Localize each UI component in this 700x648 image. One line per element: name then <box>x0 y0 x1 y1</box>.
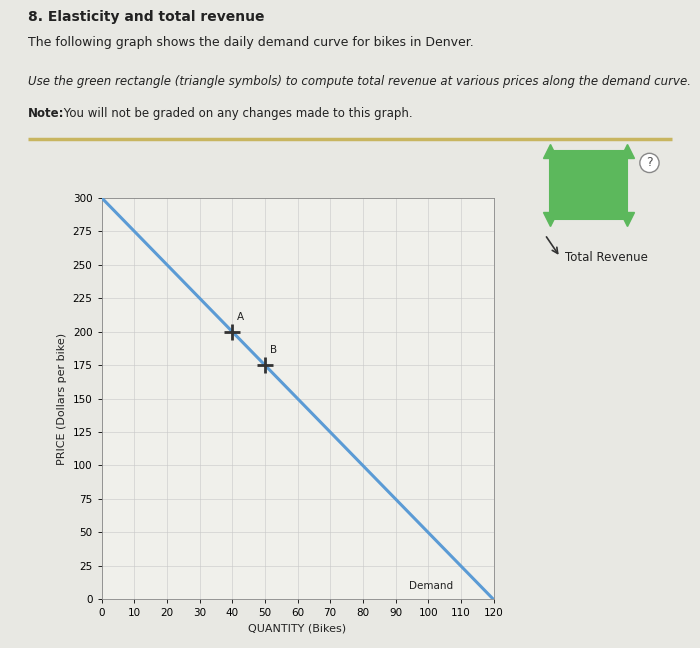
Text: Use the green rectangle (triangle symbols) to compute total revenue at various p: Use the green rectangle (triangle symbol… <box>28 75 691 87</box>
Text: B: B <box>270 345 277 355</box>
Bar <box>550 151 626 219</box>
Y-axis label: PRICE (Dollars per bike): PRICE (Dollars per bike) <box>57 332 67 465</box>
Text: 8. Elasticity and total revenue: 8. Elasticity and total revenue <box>28 10 265 24</box>
Text: ?: ? <box>646 156 653 169</box>
Text: Demand: Demand <box>409 581 453 592</box>
X-axis label: QUANTITY (Bikes): QUANTITY (Bikes) <box>248 624 346 634</box>
Text: Note:: Note: <box>28 107 64 120</box>
Text: The following graph shows the daily demand curve for bikes in Denver.: The following graph shows the daily dema… <box>28 36 474 49</box>
Text: Total Revenue: Total Revenue <box>565 251 648 264</box>
Text: A: A <box>237 312 244 321</box>
Text: You will not be graded on any changes made to this graph.: You will not be graded on any changes ma… <box>60 107 412 120</box>
